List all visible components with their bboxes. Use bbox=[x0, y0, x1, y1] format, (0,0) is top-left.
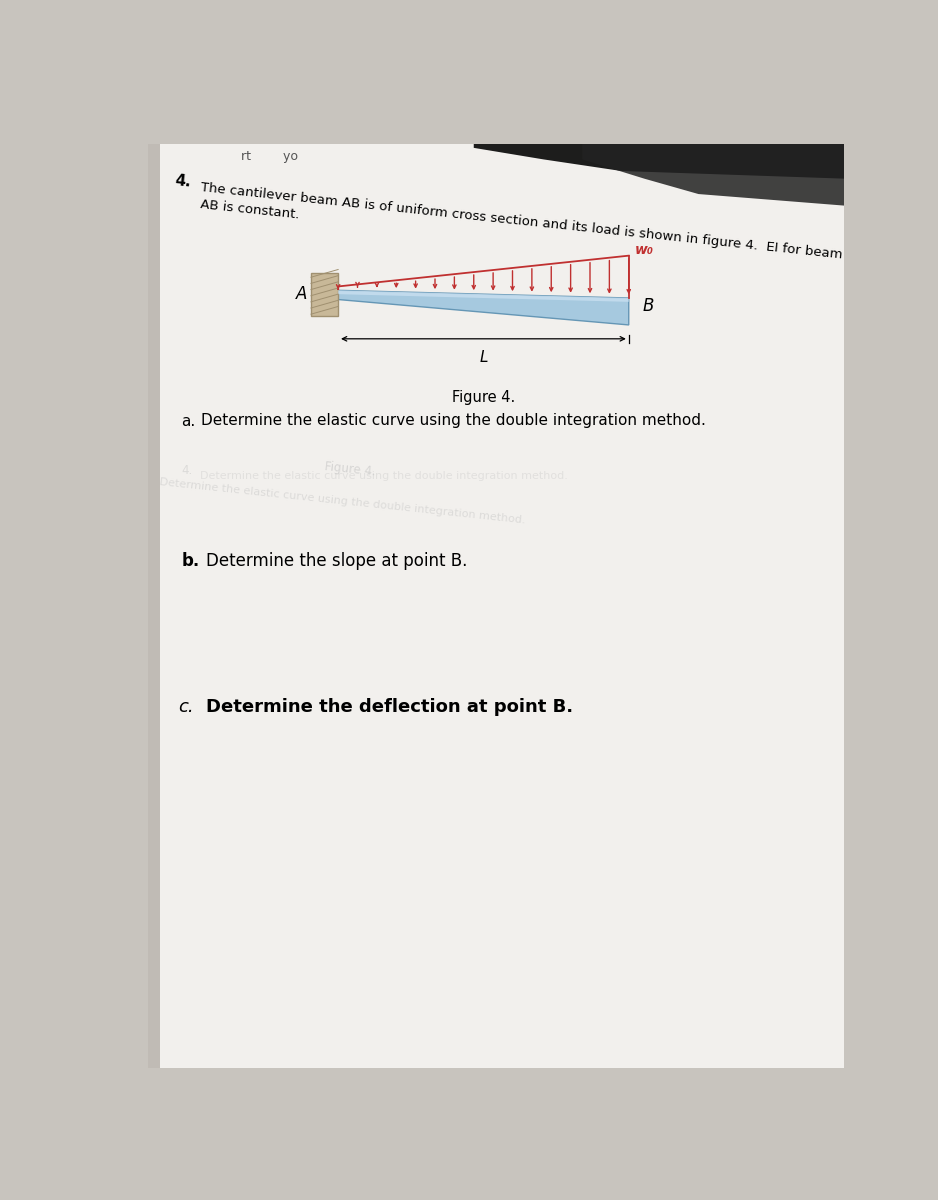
Text: The cantilever beam AB is of uniform cross section and its load is shown in figu: The cantilever beam AB is of uniform cro… bbox=[200, 181, 842, 262]
Polygon shape bbox=[148, 144, 172, 1068]
Text: Determine the slope at point B.: Determine the slope at point B. bbox=[206, 552, 468, 570]
Text: Determine the deflection at point B.: Determine the deflection at point B. bbox=[206, 698, 573, 716]
Polygon shape bbox=[582, 144, 844, 205]
Polygon shape bbox=[338, 290, 628, 302]
Polygon shape bbox=[474, 144, 844, 179]
Polygon shape bbox=[338, 290, 628, 325]
Text: c.: c. bbox=[177, 698, 193, 716]
Text: L: L bbox=[479, 349, 488, 365]
Polygon shape bbox=[159, 144, 844, 1068]
Text: 4.: 4. bbox=[182, 463, 193, 476]
Text: Determine the elastic curve using the double integration method.: Determine the elastic curve using the do… bbox=[159, 476, 525, 526]
Text: a.: a. bbox=[182, 414, 196, 428]
Polygon shape bbox=[311, 274, 338, 317]
Text: w₀: w₀ bbox=[635, 244, 654, 257]
Text: rt        yo: rt yo bbox=[241, 150, 298, 163]
Text: AB is constant.: AB is constant. bbox=[200, 198, 300, 221]
Text: 4.: 4. bbox=[174, 173, 191, 190]
Text: Determine the elastic curve using the double integration method.: Determine the elastic curve using the do… bbox=[200, 472, 568, 481]
Text: Determine the elastic curve using the double integration method.: Determine the elastic curve using the do… bbox=[201, 414, 705, 428]
Text: B: B bbox=[643, 296, 654, 314]
Text: b.: b. bbox=[182, 552, 200, 570]
Text: Figure 4.: Figure 4. bbox=[452, 390, 515, 406]
Text: A: A bbox=[296, 286, 308, 304]
Text: Figure 4.: Figure 4. bbox=[324, 460, 376, 478]
